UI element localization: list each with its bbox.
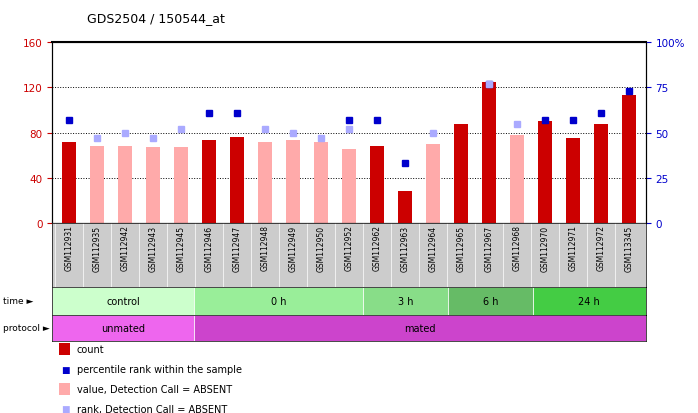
Bar	[482, 83, 496, 223]
Bar	[202, 141, 216, 223]
Text: GSM112947: GSM112947	[232, 225, 242, 271]
Text: control: control	[106, 296, 140, 306]
Bar	[193, 315, 646, 341]
Bar	[510, 135, 524, 223]
Bar	[454, 147, 468, 223]
Text: percentile rank within the sample: percentile rank within the sample	[77, 364, 242, 374]
Bar	[230, 138, 244, 223]
Text: unmated: unmated	[101, 323, 145, 333]
Bar	[566, 139, 580, 223]
Text: GSM112948: GSM112948	[260, 225, 269, 271]
Bar	[193, 287, 363, 315]
Text: GSM112972: GSM112972	[596, 225, 605, 271]
Bar	[370, 147, 384, 223]
Bar	[426, 145, 440, 223]
Bar	[62, 142, 76, 223]
Text: time ►: time ►	[3, 297, 34, 306]
Text: GSM113345: GSM113345	[624, 225, 633, 271]
Bar	[398, 192, 412, 223]
Text: GSM112968: GSM112968	[512, 225, 521, 271]
Text: GSM112965: GSM112965	[456, 225, 466, 271]
Text: value, Detection Call = ABSENT: value, Detection Call = ABSENT	[77, 384, 232, 394]
Text: ■: ■	[61, 404, 69, 413]
Text: GSM112950: GSM112950	[316, 225, 325, 271]
Text: GSM112971: GSM112971	[568, 225, 577, 271]
Text: mated: mated	[404, 323, 436, 333]
Bar	[510, 135, 524, 223]
Text: GSM112942: GSM112942	[121, 225, 130, 271]
Text: GSM112949: GSM112949	[288, 225, 297, 271]
Text: GSM112945: GSM112945	[177, 225, 186, 271]
Text: GSM112963: GSM112963	[401, 225, 410, 271]
Text: GSM112931: GSM112931	[65, 225, 74, 271]
Text: GDS2504 / 150544_at: GDS2504 / 150544_at	[87, 12, 225, 25]
Bar	[342, 150, 356, 223]
Bar	[52, 287, 193, 315]
Bar	[363, 287, 448, 315]
Text: 6 h: 6 h	[482, 296, 498, 306]
Text: GSM112943: GSM112943	[149, 225, 158, 271]
Bar	[174, 148, 188, 223]
Bar	[174, 148, 188, 223]
Bar	[594, 124, 608, 223]
Text: GSM112964: GSM112964	[429, 225, 438, 271]
Bar	[52, 315, 193, 341]
Text: 24 h: 24 h	[578, 296, 600, 306]
Text: 0 h: 0 h	[271, 296, 286, 306]
Text: GSM112962: GSM112962	[373, 225, 382, 271]
Bar	[538, 122, 552, 223]
Text: count: count	[77, 344, 105, 354]
Bar	[314, 142, 328, 223]
Text: ■: ■	[61, 365, 69, 374]
Bar	[533, 287, 646, 315]
Text: rank, Detection Call = ABSENT: rank, Detection Call = ABSENT	[77, 404, 227, 413]
Text: GSM112952: GSM112952	[345, 225, 353, 271]
Bar	[622, 96, 636, 223]
Text: GSM112946: GSM112946	[205, 225, 214, 271]
Bar	[448, 287, 533, 315]
Bar	[146, 148, 160, 223]
Text: GSM112970: GSM112970	[540, 225, 549, 271]
Bar	[258, 142, 272, 223]
Text: protocol ►: protocol ►	[3, 324, 50, 332]
Bar	[454, 124, 468, 223]
Text: GSM112935: GSM112935	[93, 225, 102, 271]
Text: GSM112967: GSM112967	[484, 225, 493, 271]
Bar	[286, 141, 300, 223]
Text: 3 h: 3 h	[398, 296, 413, 306]
Bar	[90, 147, 104, 223]
Bar	[118, 147, 132, 223]
